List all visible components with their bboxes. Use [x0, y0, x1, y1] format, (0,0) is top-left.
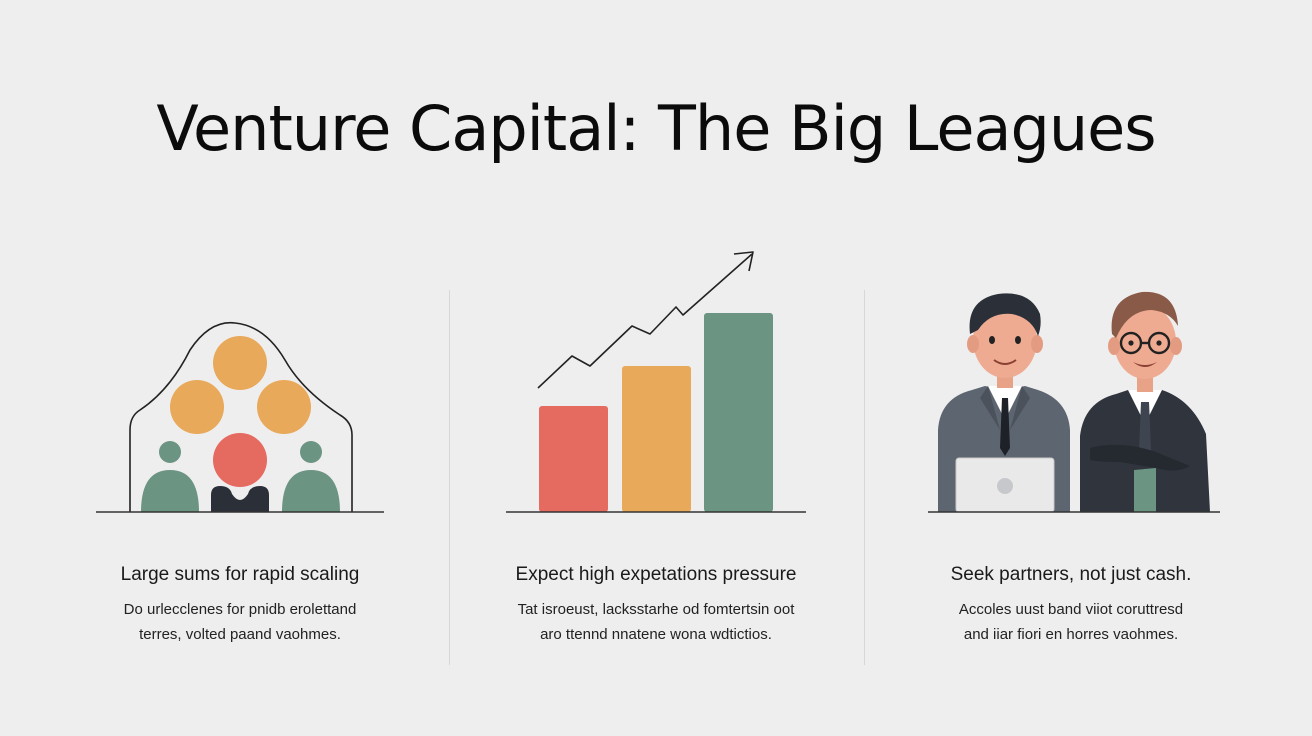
- growth-bar-chart-icon: [506, 251, 806, 513]
- column-heading: Seek partners, not just cash.: [950, 564, 1192, 585]
- column-heading: Expect high expetations pressure: [515, 564, 797, 585]
- business-partners-icon: [928, 291, 1220, 513]
- column-body-line: Accoles uust band viiot coruttresd: [958, 601, 1184, 618]
- column-body-line: terres, volted paand vaohmes.: [139, 626, 341, 643]
- column-divider: [864, 290, 865, 665]
- column-divider: [449, 290, 450, 665]
- column-body-line: aro ttennd nnatene wona wdtictios.: [540, 626, 772, 643]
- column-body-line: Tat isroeust, lacksstarhe od fomtertsin …: [517, 601, 795, 618]
- page-title: Venture Capital: The Big Leagues: [156, 92, 1156, 165]
- investor-group-icon: [96, 321, 384, 513]
- column-heading: Large sums for rapid scaling: [120, 564, 360, 585]
- column-body-line: and iiar fiori en horres vaohmes.: [963, 626, 1179, 643]
- column-body-line: Do urlecclenes for pnidb erolettand: [123, 601, 357, 618]
